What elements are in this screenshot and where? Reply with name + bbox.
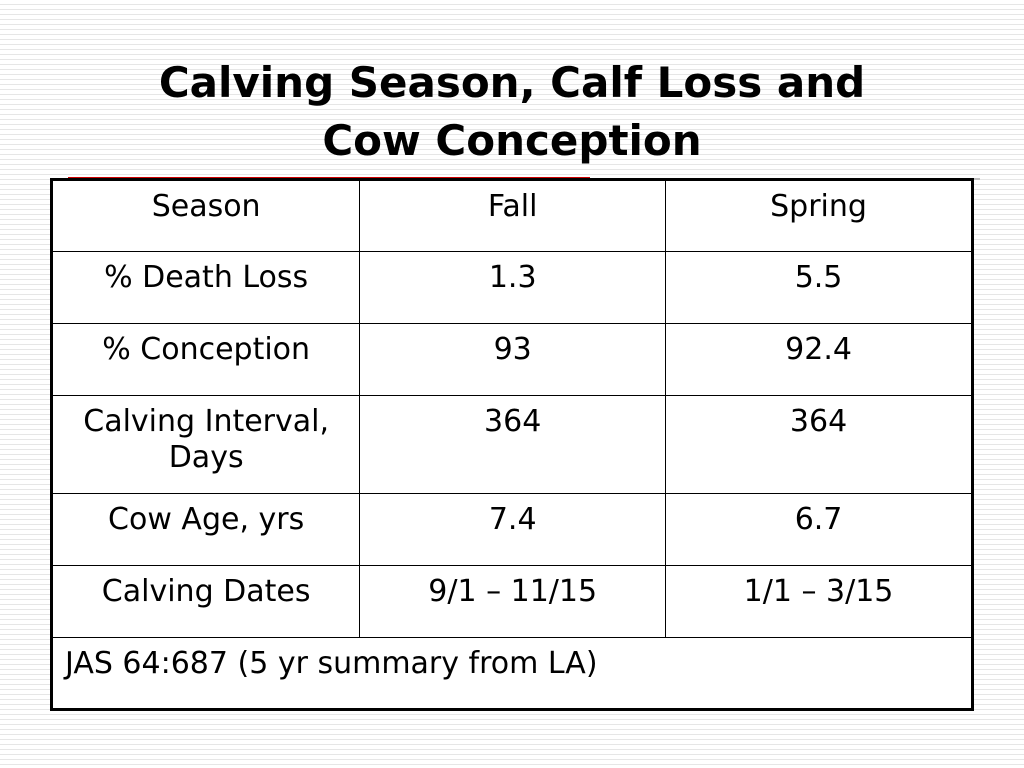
row-label: Cow Age, yrs (50, 493, 361, 566)
fall-value: 364 (359, 395, 667, 494)
table-row-death-loss: % Death Loss 1.3 5.5 (50, 251, 973, 324)
slide-title-line-2: Cow Conception (322, 116, 702, 165)
table-row-conception: % Conception 93 92.4 (50, 323, 973, 396)
row-label: Calving Dates (50, 565, 361, 638)
table-row-calving-dates: Calving Dates 9/1 – 11/15 1/1 – 3/15 (50, 565, 973, 638)
row-label: Calving Interval, Days (50, 395, 361, 494)
table-row-calving-interval: Calving Interval, Days 364 364 (50, 395, 973, 494)
table-header-row: Season Fall Spring (50, 179, 973, 252)
fall-value: 93 (359, 323, 667, 396)
spring-value: 5.5 (665, 251, 973, 324)
row-label: % Conception (50, 323, 361, 396)
table-footnote: JAS 64:687 (5 yr summary from LA) (51, 637, 973, 710)
header-cell-fall: Fall (359, 179, 667, 252)
header-cell-season: Season (50, 179, 361, 252)
slide-title: Calving Season, Calf Loss and Cow Concep… (0, 54, 1024, 170)
spring-value: 1/1 – 3/15 (665, 565, 973, 638)
table-row-cow-age: Cow Age, yrs 7.4 6.7 (50, 493, 973, 566)
table-footnote-row: JAS 64:687 (5 yr summary from LA) (51, 637, 973, 710)
fall-value: 1.3 (359, 251, 667, 324)
calving-season-table: Season Fall Spring % Death Loss 1.3 5.5 … (50, 178, 974, 711)
spring-value: 6.7 (665, 493, 973, 566)
spring-value: 364 (665, 395, 973, 494)
header-cell-spring: Spring (665, 179, 973, 252)
fall-value: 9/1 – 11/15 (359, 565, 667, 638)
fall-value: 7.4 (359, 493, 667, 566)
slide-title-line-1: Calving Season, Calf Loss and (158, 58, 866, 107)
row-label: % Death Loss (50, 251, 361, 324)
spring-value: 92.4 (665, 323, 973, 396)
